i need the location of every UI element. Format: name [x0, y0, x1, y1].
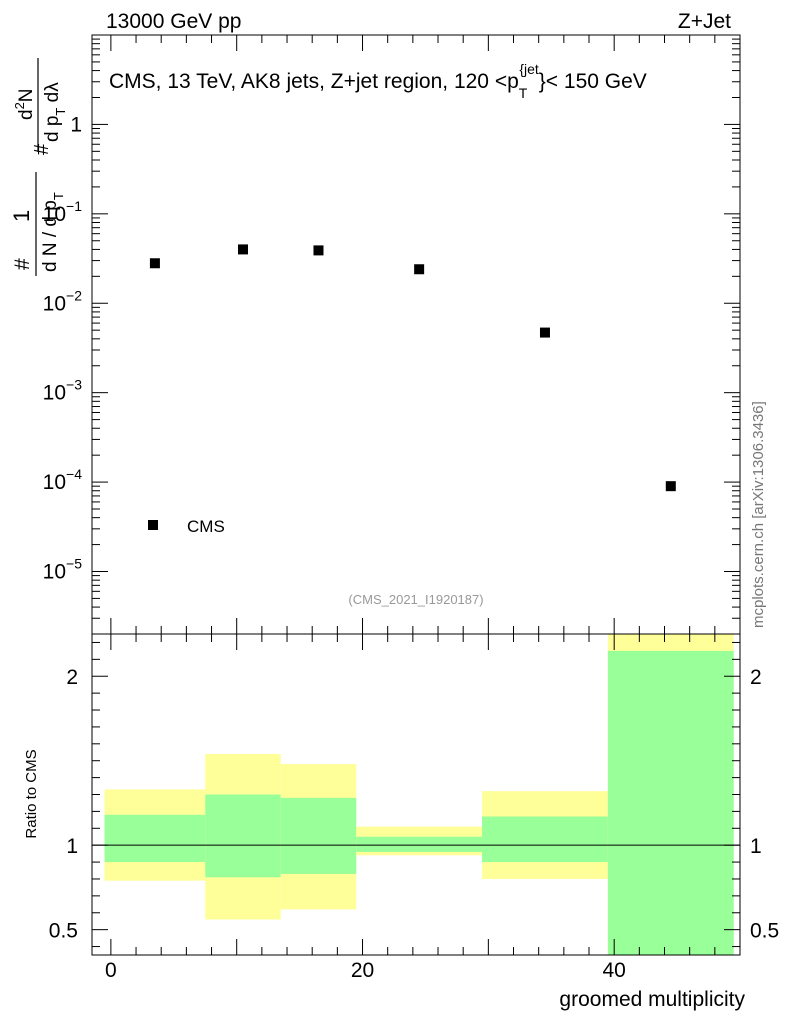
ratio-y-tick-label: 2 [66, 666, 78, 689]
y-label-denominator-2: d pT dλ [42, 82, 68, 142]
x-tick-label: 40 [602, 959, 625, 982]
data-points [149, 244, 676, 492]
ratio-inner-band [482, 816, 608, 863]
ratio-y-axis: 2 2 1 1 0.5 0.5 [49, 641, 779, 948]
ratio-y-axis-label: Ratio to CMS [23, 749, 40, 838]
main-y-tick-label: 10−2 [43, 287, 83, 315]
main-y-tick-label: 10−3 [43, 377, 83, 405]
analysis-id: (CMS_2021_I1920187) [348, 592, 483, 607]
main-y-axis: 1 10−1 10−2 10−3 10−4 10−5 [43, 34, 740, 635]
y-label-one: 1 [9, 210, 34, 222]
ratio-inner-band [104, 814, 206, 863]
y-label-hash: # [11, 258, 34, 270]
x-tick-label: 20 [351, 959, 374, 982]
main-plot-frame [91, 34, 741, 635]
ratio-inner-band [607, 650, 734, 955]
ratio-y-tick-label-right: 0.5 [750, 920, 779, 943]
data-point-cms [149, 258, 160, 269]
y-label-hash-2: # [31, 143, 53, 155]
ratio-bands [104, 634, 734, 955]
ratio-inner-band [205, 794, 281, 878]
legend-marker-cms [148, 520, 158, 530]
main-x-axis-ticks [110, 35, 741, 634]
ratio-inner-band [280, 797, 357, 874]
watermark: mcplots.cern.ch [arXiv:1306.3436] [750, 401, 767, 628]
energy-label: 13000 GeV pp [106, 10, 241, 33]
main-y-tick-label: 10−4 [43, 466, 83, 494]
x-tick-label: 0 [105, 959, 117, 982]
ratio-inner-band [356, 836, 483, 852]
data-point-cms [665, 481, 676, 492]
y-label-denominator-1: d N / d pT [40, 192, 66, 272]
ratio-y-tick-label: 0.5 [49, 920, 78, 943]
data-point-cms [313, 245, 324, 256]
x-axis-label: groomed multiplicity [559, 988, 745, 1011]
process-label: Z+Jet [678, 10, 731, 33]
main-y-tick-label: 10−1 [43, 198, 83, 226]
ratio-y-tick-label-right: 2 [750, 666, 762, 689]
data-point-cms [237, 244, 248, 255]
data-point-cms [539, 327, 550, 338]
main-plot-title: CMS, 13 TeV, AK8 jets, Z+jet region, 120… [109, 61, 647, 101]
data-point-cms [414, 264, 425, 275]
legend-label-cms: CMS [187, 517, 225, 536]
main-y-tick-label: 10−5 [43, 556, 83, 584]
ratio-y-tick-label: 1 [66, 835, 78, 858]
main-y-axis-label: # 1 d N / d pT # d2N d pT dλ [9, 58, 68, 276]
ratio-x-axis: 0 20 40 [105, 634, 741, 982]
ratio-y-tick-label-right: 1 [750, 835, 762, 858]
main-y-tick-label: 1 [70, 113, 82, 136]
y-label-numerator-2: d2N [12, 88, 37, 120]
